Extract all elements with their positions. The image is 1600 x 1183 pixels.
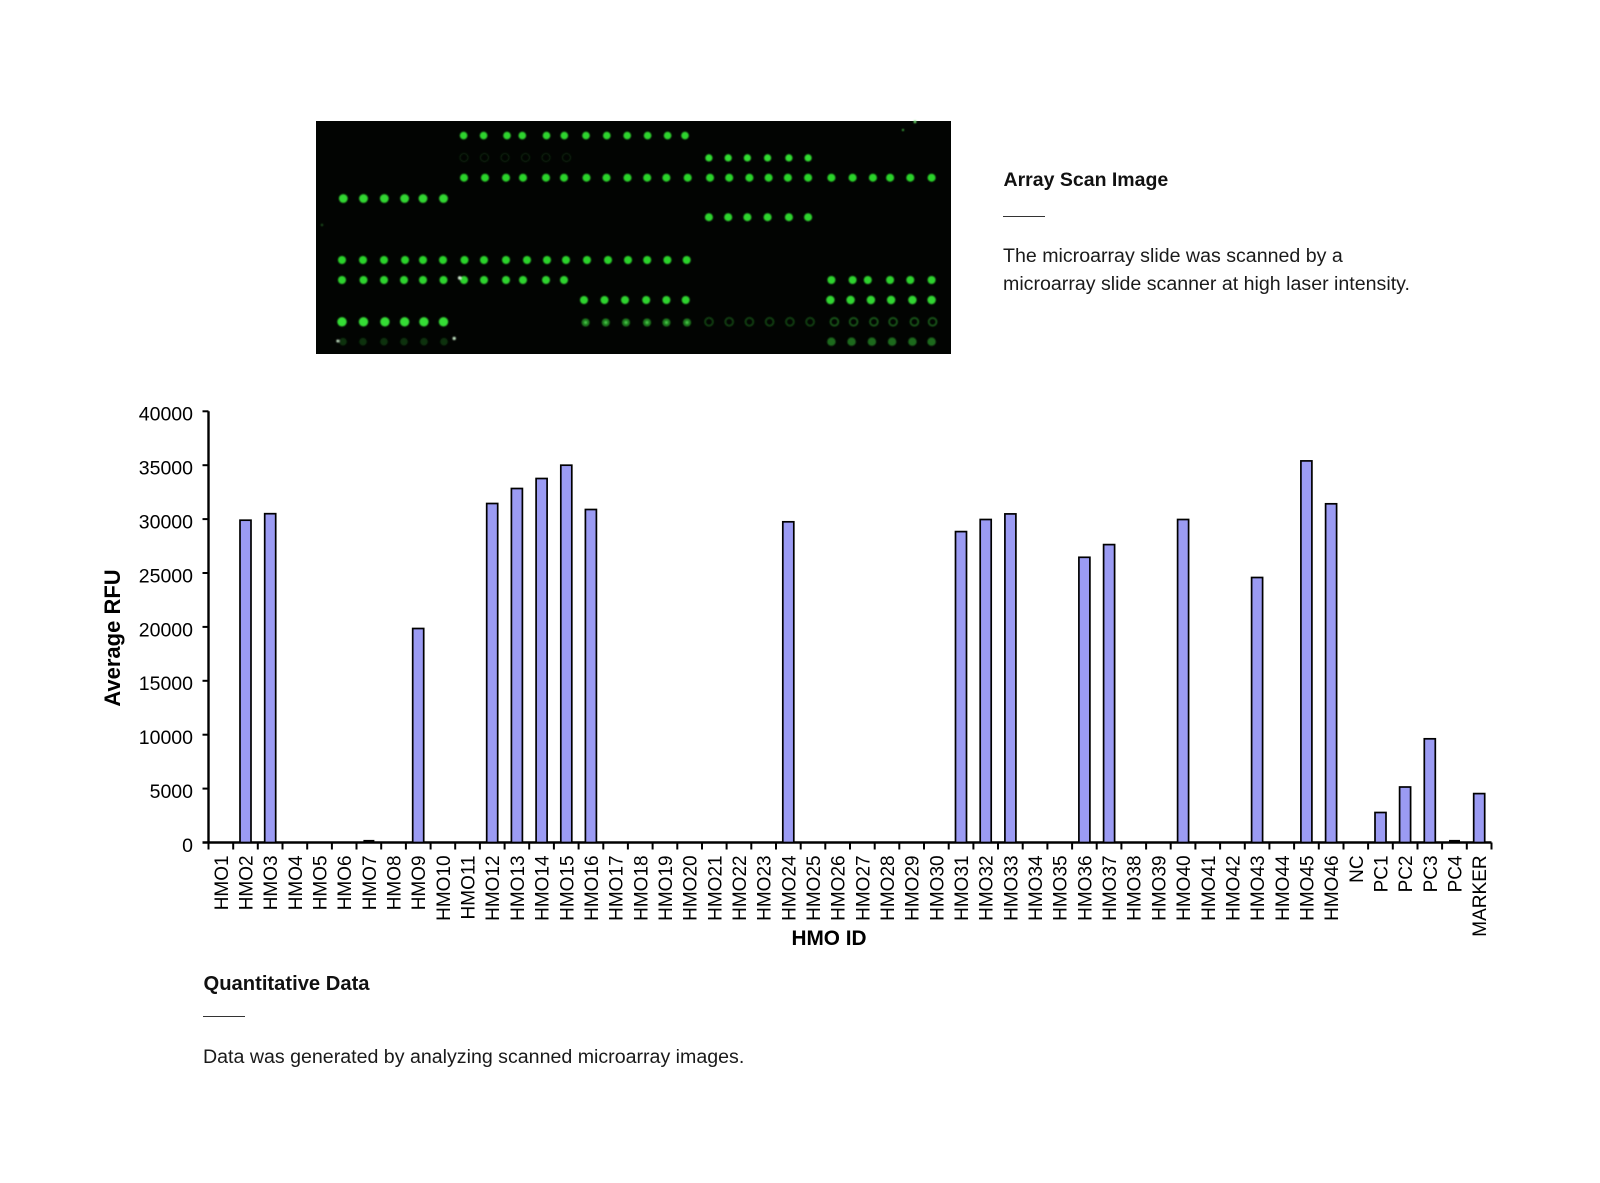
svg-text:HMO31: HMO31	[952, 855, 973, 920]
svg-text:HMO15: HMO15	[557, 855, 578, 920]
svg-text:HMO16: HMO16	[582, 855, 603, 920]
svg-text:HMO35: HMO35	[1051, 855, 1072, 920]
svg-text:HMO8: HMO8	[385, 855, 406, 910]
svg-text:HMO43: HMO43	[1248, 855, 1269, 920]
svg-text:PC1: PC1	[1372, 855, 1393, 892]
svg-text:HMO19: HMO19	[656, 855, 677, 920]
svg-text:PC4: PC4	[1446, 855, 1467, 892]
svg-text:HMO11: HMO11	[459, 855, 480, 919]
svg-text:HMO3: HMO3	[261, 855, 282, 910]
svg-text:HMO36: HMO36	[1075, 855, 1096, 920]
svg-text:HMO45: HMO45	[1297, 855, 1318, 920]
svg-text:HMO13: HMO13	[508, 855, 529, 920]
svg-text:25000: 25000	[139, 565, 193, 587]
svg-text:HMO21: HMO21	[705, 855, 726, 920]
svg-text:MARKER: MARKER	[1470, 855, 1491, 936]
svg-text:HMO2: HMO2	[237, 855, 258, 910]
svg-text:5000: 5000	[150, 781, 194, 803]
svg-text:HMO32: HMO32	[977, 855, 998, 920]
svg-text:20000: 20000	[139, 619, 193, 641]
svg-text:HMO29: HMO29	[903, 855, 924, 920]
svg-text:HMO41: HMO41	[1199, 855, 1220, 920]
svg-text:HMO9: HMO9	[409, 855, 430, 910]
svg-text:HMO14: HMO14	[533, 855, 554, 921]
svg-text:HMO28: HMO28	[878, 855, 899, 920]
svg-text:HMO30: HMO30	[927, 855, 948, 920]
svg-text:HMO26: HMO26	[829, 855, 850, 920]
svg-text:HMO20: HMO20	[681, 855, 702, 920]
svg-text:40000: 40000	[139, 404, 193, 426]
svg-text:30000: 30000	[139, 512, 193, 534]
svg-text:HMO23: HMO23	[755, 855, 776, 920]
svg-text:HMO25: HMO25	[804, 855, 825, 920]
svg-text:PC3: PC3	[1421, 855, 1442, 892]
svg-text:HMO38: HMO38	[1125, 855, 1146, 920]
svg-text:Average RFU: Average RFU	[100, 569, 125, 706]
svg-text:HMO4: HMO4	[286, 855, 307, 910]
svg-text:15000: 15000	[139, 673, 193, 695]
svg-text:HMO44: HMO44	[1273, 855, 1294, 921]
svg-text:HMO5: HMO5	[311, 855, 332, 910]
svg-text:HMO34: HMO34	[1026, 855, 1047, 921]
svg-text:HMO39: HMO39	[1149, 855, 1170, 920]
svg-text:HMO46: HMO46	[1322, 855, 1343, 920]
svg-text:NC: NC	[1347, 855, 1368, 882]
svg-text:PC2: PC2	[1396, 855, 1417, 892]
svg-text:0: 0	[182, 835, 193, 857]
svg-text:HMO33: HMO33	[1001, 855, 1022, 920]
svg-text:HMO12: HMO12	[483, 855, 504, 920]
svg-text:10000: 10000	[139, 727, 193, 749]
svg-text:HMO37: HMO37	[1100, 855, 1121, 920]
svg-text:HMO18: HMO18	[631, 855, 652, 920]
svg-text:HMO ID: HMO ID	[791, 927, 866, 950]
svg-text:HMO27: HMO27	[853, 855, 874, 920]
svg-text:HMO22: HMO22	[730, 855, 751, 920]
svg-text:HMO1: HMO1	[212, 855, 233, 910]
svg-text:HMO7: HMO7	[360, 855, 381, 910]
svg-text:35000: 35000	[139, 458, 193, 480]
svg-text:HMO42: HMO42	[1223, 855, 1244, 920]
svg-text:HMO40: HMO40	[1174, 855, 1195, 920]
svg-text:HMO6: HMO6	[335, 855, 356, 910]
svg-text:HMO17: HMO17	[607, 855, 628, 920]
svg-text:HMO24: HMO24	[779, 855, 800, 921]
svg-text:HMO10: HMO10	[434, 855, 455, 920]
